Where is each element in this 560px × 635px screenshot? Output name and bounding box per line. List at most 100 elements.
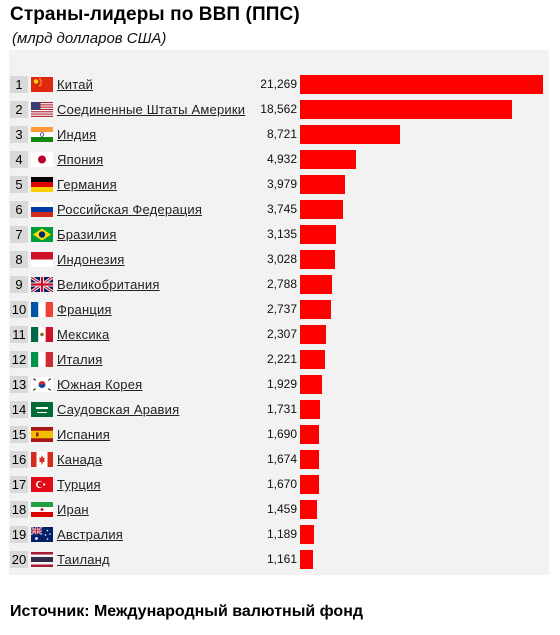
spain-flag-icon: [31, 427, 53, 442]
value-label: 1,731: [266, 402, 297, 416]
bar: [300, 225, 336, 244]
indonesia-flag-icon: [31, 252, 53, 267]
country-link[interactable]: Таиланд: [57, 552, 110, 567]
value-label: 2,221: [266, 352, 297, 366]
rank-label: 5: [10, 176, 28, 193]
rank-label: 8: [10, 251, 28, 268]
chart-row: 13 Южная Корея 1,929: [9, 375, 549, 400]
country-link[interactable]: Италия: [57, 352, 103, 367]
country-link[interactable]: Великобритания: [57, 277, 160, 292]
bar: [300, 175, 345, 194]
brazil-flag-icon: [31, 227, 53, 242]
bar: [300, 500, 317, 519]
uk-flag-icon: [31, 277, 53, 292]
country-link[interactable]: Китай: [57, 77, 94, 92]
chart-subtitle: (млрд долларов США): [12, 30, 167, 47]
turkey-flag-icon: [31, 477, 53, 492]
bar: [300, 325, 326, 344]
usa-flag-icon: [31, 102, 53, 117]
value-label: 2,788: [266, 277, 297, 291]
chart-row: 10 Франция 2,737: [9, 300, 549, 325]
bar: [300, 400, 320, 419]
bar: [300, 250, 335, 269]
country-link[interactable]: Соединенные Штаты Америки: [57, 102, 246, 117]
bar: [300, 375, 322, 394]
italy-flag-icon: [31, 352, 53, 367]
russia-flag-icon: [31, 202, 53, 217]
bar: [300, 350, 325, 369]
value-label: 1,929: [266, 377, 297, 391]
bar: [300, 425, 319, 444]
saudi-arabia-flag-icon: [31, 402, 53, 417]
value-label: 4,932: [266, 152, 297, 166]
bar: [300, 475, 319, 494]
value-label: 1,674: [266, 452, 297, 466]
chart-row: 19 Австралия 1,189: [9, 525, 549, 550]
country-link[interactable]: Япония: [57, 152, 104, 167]
rank-label: 4: [10, 151, 28, 168]
rank-label: 19: [10, 526, 28, 543]
chart-row: 6 Российская Федерация 3,745: [9, 200, 549, 225]
bar: [300, 75, 543, 94]
india-flag-icon: [31, 127, 53, 142]
country-link[interactable]: Турция: [57, 477, 101, 492]
rank-label: 3: [10, 126, 28, 143]
bar: [300, 100, 512, 119]
chart-row: 12 Италия 2,221: [9, 350, 549, 375]
chart-row: 7 Бразилия 3,135: [9, 225, 549, 250]
chart-row: 5 Германия 3,979: [9, 175, 549, 200]
country-link[interactable]: Саудовская Аравия: [57, 402, 180, 417]
rank-label: 14: [10, 401, 28, 418]
chart-row: 16 Канада 1,674: [9, 450, 549, 475]
country-link[interactable]: Мексика: [57, 327, 110, 342]
chart-row: 2 Соединенные Штаты Америки 18,562: [9, 100, 549, 125]
bar: [300, 300, 331, 319]
chart-row: 14 Саудовская Аравия 1,731: [9, 400, 549, 425]
iran-flag-icon: [31, 502, 53, 517]
value-label: 1,670: [266, 477, 297, 491]
chart-row: 4 Япония 4,932: [9, 150, 549, 175]
country-link[interactable]: Индия: [57, 127, 97, 142]
chart-row: 20 Таиланд 1,161: [9, 550, 549, 575]
rank-label: 17: [10, 476, 28, 493]
germany-flag-icon: [31, 177, 53, 192]
bar: [300, 275, 332, 294]
chart-row: 11 Мексика 2,307: [9, 325, 549, 350]
country-link[interactable]: Канада: [57, 452, 103, 467]
chart-row: 3 Индия 8,721: [9, 125, 549, 150]
value-label: 3,135: [266, 227, 297, 241]
chart-row: 9 Великобритания 2,788: [9, 275, 549, 300]
rank-label: 12: [10, 351, 28, 368]
country-link[interactable]: Иран: [57, 502, 89, 517]
rank-label: 20: [10, 551, 28, 568]
value-label: 18,562: [260, 102, 297, 116]
value-label: 21,269: [260, 77, 297, 91]
country-link[interactable]: Российская Федерация: [57, 202, 203, 217]
country-link[interactable]: Бразилия: [57, 227, 117, 242]
country-link[interactable]: Испания: [57, 427, 110, 442]
chart-row: 8 Индонезия 3,028: [9, 250, 549, 275]
country-link[interactable]: Южная Корея: [57, 377, 143, 392]
value-label: 3,979: [266, 177, 297, 191]
country-link[interactable]: Индонезия: [57, 252, 125, 267]
bar: [300, 200, 343, 219]
mexico-flag-icon: [31, 327, 53, 342]
bar: [300, 150, 356, 169]
canada-flag-icon: [31, 452, 53, 467]
country-link[interactable]: Франция: [57, 302, 112, 317]
rank-label: 1: [10, 76, 28, 93]
thailand-flag-icon: [31, 552, 53, 567]
rank-label: 6: [10, 201, 28, 218]
value-label: 1,161: [266, 552, 297, 566]
chart-row: 1 Китай 21,269: [9, 75, 549, 100]
bar: [300, 525, 314, 544]
value-label: 1,189: [266, 527, 297, 541]
country-link[interactable]: Австралия: [57, 527, 124, 542]
bar: [300, 125, 400, 144]
country-link[interactable]: Германия: [57, 177, 117, 192]
value-label: 3,028: [266, 252, 297, 266]
rank-label: 2: [10, 101, 28, 118]
value-label: 8,721: [266, 127, 297, 141]
chart-title: Страны-лидеры по ВВП (ППС): [10, 4, 300, 25]
bar: [300, 550, 313, 569]
